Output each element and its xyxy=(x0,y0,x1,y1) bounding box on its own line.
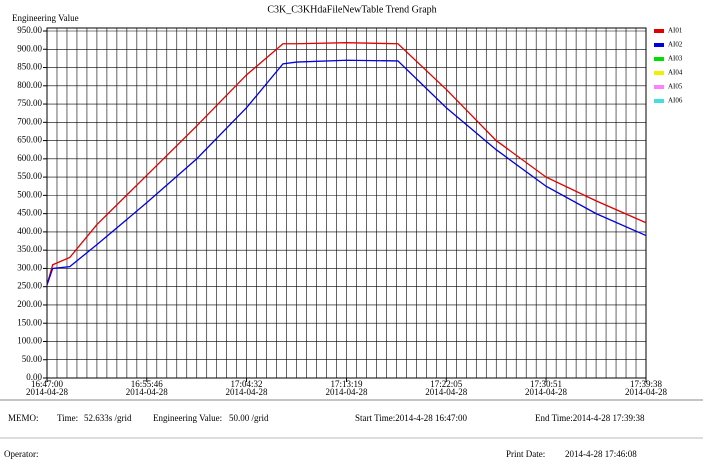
x-tick-label: 16:55:46 xyxy=(131,379,164,389)
end-time: End Time:2014-4-28 17:39:38 xyxy=(535,413,645,423)
operator: Operator: xyxy=(4,449,38,459)
y-tick-label: 950.00 xyxy=(17,25,42,35)
y-tick-label: 850.00 xyxy=(17,62,42,72)
legend-swatch xyxy=(654,71,664,75)
y-tick-label: 200.00 xyxy=(17,299,42,309)
x-tick-date: 2014-04-28 xyxy=(425,387,467,397)
y-tick-label: 750.00 xyxy=(17,98,42,108)
y-tick-label: 550.00 xyxy=(17,171,42,181)
y-tick-label: 600.00 xyxy=(17,153,42,163)
y-tick-label: 650.00 xyxy=(17,135,42,145)
legend-label: AI02 xyxy=(668,41,683,49)
x-tick-date: 2014-04-28 xyxy=(126,387,168,397)
time-per-grid: 52.633s /grid xyxy=(84,413,132,423)
x-tick-label: 17:22:05 xyxy=(430,379,463,389)
x-tick-date: 2014-04-28 xyxy=(26,387,68,397)
x-tick-label: 16:47:00 xyxy=(31,379,64,389)
x-tick-label: 17:30:51 xyxy=(530,379,562,389)
y-tick-label: 700.00 xyxy=(17,116,42,126)
value-label: Engineering Value: xyxy=(153,413,222,423)
y-tick-label: 800.00 xyxy=(17,80,42,90)
value-per-grid: 50.00 /grid xyxy=(229,413,269,423)
legend-label: AI03 xyxy=(668,55,683,63)
y-tick-label: 300.00 xyxy=(17,262,42,272)
legend-swatch xyxy=(654,57,664,61)
print-label: Print Date: xyxy=(506,449,545,459)
series-line xyxy=(46,59,647,286)
memo: MEMO: xyxy=(8,413,39,423)
chart-title: C3K_C3KHdaFileNewTable Trend Graph xyxy=(267,4,436,15)
x-tick-date: 2014-04-28 xyxy=(625,387,667,397)
y-tick-label: 450.00 xyxy=(17,208,42,218)
y-tick-label: 50.00 xyxy=(22,354,43,364)
x-tick-label: 17:13:19 xyxy=(330,379,363,389)
x-tick-label: 17:39:38 xyxy=(630,379,663,389)
print-date: 2014-4-28 17:46:08 xyxy=(565,449,637,459)
y-tick-label: 350.00 xyxy=(17,244,42,254)
y-tick-label: 250.00 xyxy=(17,281,42,291)
start-time: Start Time:2014-4-28 16:47:00 xyxy=(355,413,468,423)
y-tick-label: 150.00 xyxy=(17,317,42,327)
legend-swatch xyxy=(654,29,664,33)
series-line xyxy=(46,42,647,286)
x-tick-date: 2014-04-28 xyxy=(525,387,567,397)
x-tick-date: 2014-04-28 xyxy=(226,387,268,397)
time-label: Time: xyxy=(57,413,78,423)
x-tick-date: 2014-04-28 xyxy=(326,387,368,397)
legend-label: AI06 xyxy=(668,97,683,105)
legend-label: AI01 xyxy=(668,27,683,35)
y-tick-label: 500.00 xyxy=(17,189,42,199)
legend-label: AI05 xyxy=(668,83,683,91)
y-tick-label: 900.00 xyxy=(17,43,42,53)
legend-swatch xyxy=(654,85,664,89)
y-axis-label: Engineering Value xyxy=(12,13,79,23)
x-tick-label: 17:04:32 xyxy=(231,379,263,389)
y-tick-label: 100.00 xyxy=(17,336,42,346)
legend-swatch xyxy=(654,99,664,103)
y-tick-label: 400.00 xyxy=(17,226,42,236)
y-tick-label: 0.00 xyxy=(26,372,42,382)
legend-label: AI04 xyxy=(668,69,683,77)
legend-swatch xyxy=(654,43,664,47)
